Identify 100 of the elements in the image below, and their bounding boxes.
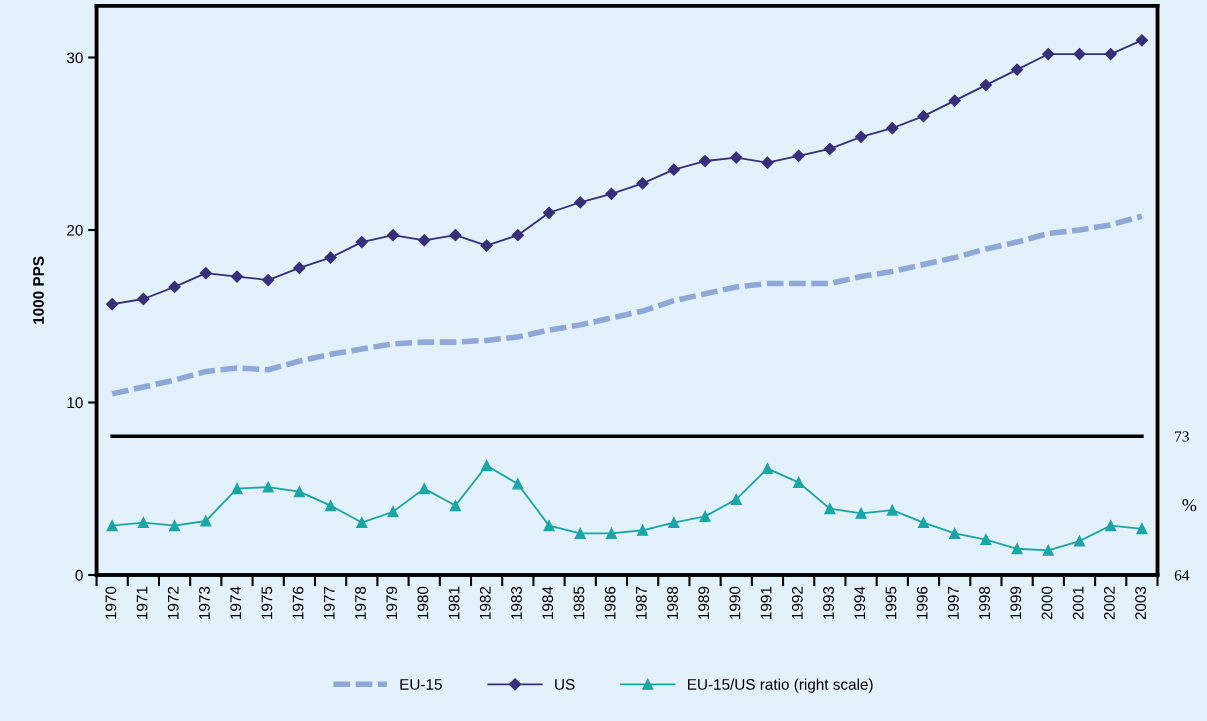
point <box>730 151 743 164</box>
x-tick-label: 2000 <box>1041 586 1053 620</box>
point <box>699 510 711 522</box>
point <box>668 516 680 529</box>
point <box>605 527 617 539</box>
point <box>449 229 462 242</box>
x-tick-label: 1987 <box>635 586 647 619</box>
y-tick-label: 30 <box>66 52 83 64</box>
x-tick-label: 1978 <box>355 586 366 619</box>
point <box>325 500 337 512</box>
point <box>1010 63 1024 76</box>
x-tick-label: 1977 <box>323 586 335 619</box>
x-tick-label: 1976 <box>292 586 304 619</box>
x-tick-label: 1999 <box>1010 586 1022 619</box>
point <box>1042 47 1055 61</box>
point <box>605 187 618 200</box>
point <box>262 481 274 493</box>
y-axis-title: 1000 PPS <box>33 256 44 324</box>
x-tick-label: 1982 <box>479 586 491 619</box>
point <box>200 515 212 527</box>
point <box>761 156 774 169</box>
x-tick-label: 1979 <box>386 586 398 619</box>
x-tick-label: 1970 <box>105 586 117 619</box>
x-tick-label: 1981 <box>448 586 460 619</box>
point <box>1042 544 1054 556</box>
point <box>979 79 992 92</box>
point <box>418 234 431 247</box>
point <box>293 486 305 498</box>
legend-label: EU-15 <box>400 679 442 690</box>
point <box>855 507 867 519</box>
point <box>293 261 306 275</box>
point <box>480 239 493 252</box>
point <box>1136 523 1148 535</box>
point <box>730 493 742 505</box>
point <box>262 273 275 287</box>
x-tick-label: 2002 <box>1103 586 1115 620</box>
point <box>917 516 930 529</box>
point <box>169 520 181 532</box>
point <box>636 177 649 190</box>
legend-label: US <box>555 678 575 690</box>
x-tick-label: 1993 <box>823 586 834 619</box>
x-tick-label: 1986 <box>604 586 616 619</box>
x-tick-label: 1997 <box>947 586 959 619</box>
point <box>199 267 212 280</box>
point <box>137 292 150 306</box>
point <box>449 500 461 512</box>
point <box>106 520 118 532</box>
x-tick-label: 1984 <box>542 586 554 619</box>
y-tick-label: 0 <box>75 569 83 581</box>
point <box>574 196 587 209</box>
point <box>511 229 524 242</box>
point <box>574 527 586 539</box>
x-tick-label: 1994 <box>854 586 866 619</box>
point <box>230 270 244 283</box>
x-tick-label: 2001 <box>1072 586 1084 620</box>
x-tick-label: 1980 <box>417 586 429 619</box>
point <box>324 251 337 264</box>
point <box>886 122 899 135</box>
point <box>792 149 805 162</box>
point <box>793 476 805 488</box>
point <box>667 163 680 176</box>
x-tick-label: 1973 <box>199 586 210 619</box>
y-tick-label: 20 <box>67 224 83 236</box>
point <box>854 130 868 143</box>
x-tick-label: 1991 <box>760 586 772 619</box>
point <box>512 478 524 490</box>
x-tick-label: 1985 <box>573 586 585 619</box>
y2-tick-label: 73 <box>1175 431 1189 442</box>
point <box>1073 47 1086 61</box>
x-tick-label: 1998 <box>979 586 990 619</box>
point <box>1011 543 1023 555</box>
x-tick-label: 1989 <box>698 586 710 619</box>
point <box>542 206 556 219</box>
point <box>637 524 649 536</box>
point <box>1135 34 1149 47</box>
point <box>356 516 368 529</box>
x-tick-label: 1996 <box>916 586 928 619</box>
x-tick-label: 1974 <box>230 586 242 619</box>
point <box>543 520 555 532</box>
point <box>387 506 399 518</box>
x-tick-label: 1995 <box>885 586 897 619</box>
y2-tick-label: 64 <box>1174 570 1190 581</box>
x-tick-label: 1990 <box>729 586 741 619</box>
point <box>917 110 930 123</box>
x-tick-label: 1972 <box>167 586 179 619</box>
y2-axis-title: % <box>1182 499 1197 512</box>
point <box>949 527 961 539</box>
x-tick-label: 1983 <box>511 586 522 619</box>
point <box>386 229 400 242</box>
x-tick-label: 1971 <box>136 586 148 619</box>
point <box>948 94 961 107</box>
point <box>823 142 836 156</box>
x-tick-label: 1992 <box>791 586 803 619</box>
point <box>106 298 119 311</box>
point <box>137 516 149 529</box>
point <box>418 483 430 495</box>
point <box>1104 47 1117 61</box>
point <box>1105 520 1117 532</box>
point <box>698 154 712 168</box>
x-tick-label: 1975 <box>261 586 273 619</box>
